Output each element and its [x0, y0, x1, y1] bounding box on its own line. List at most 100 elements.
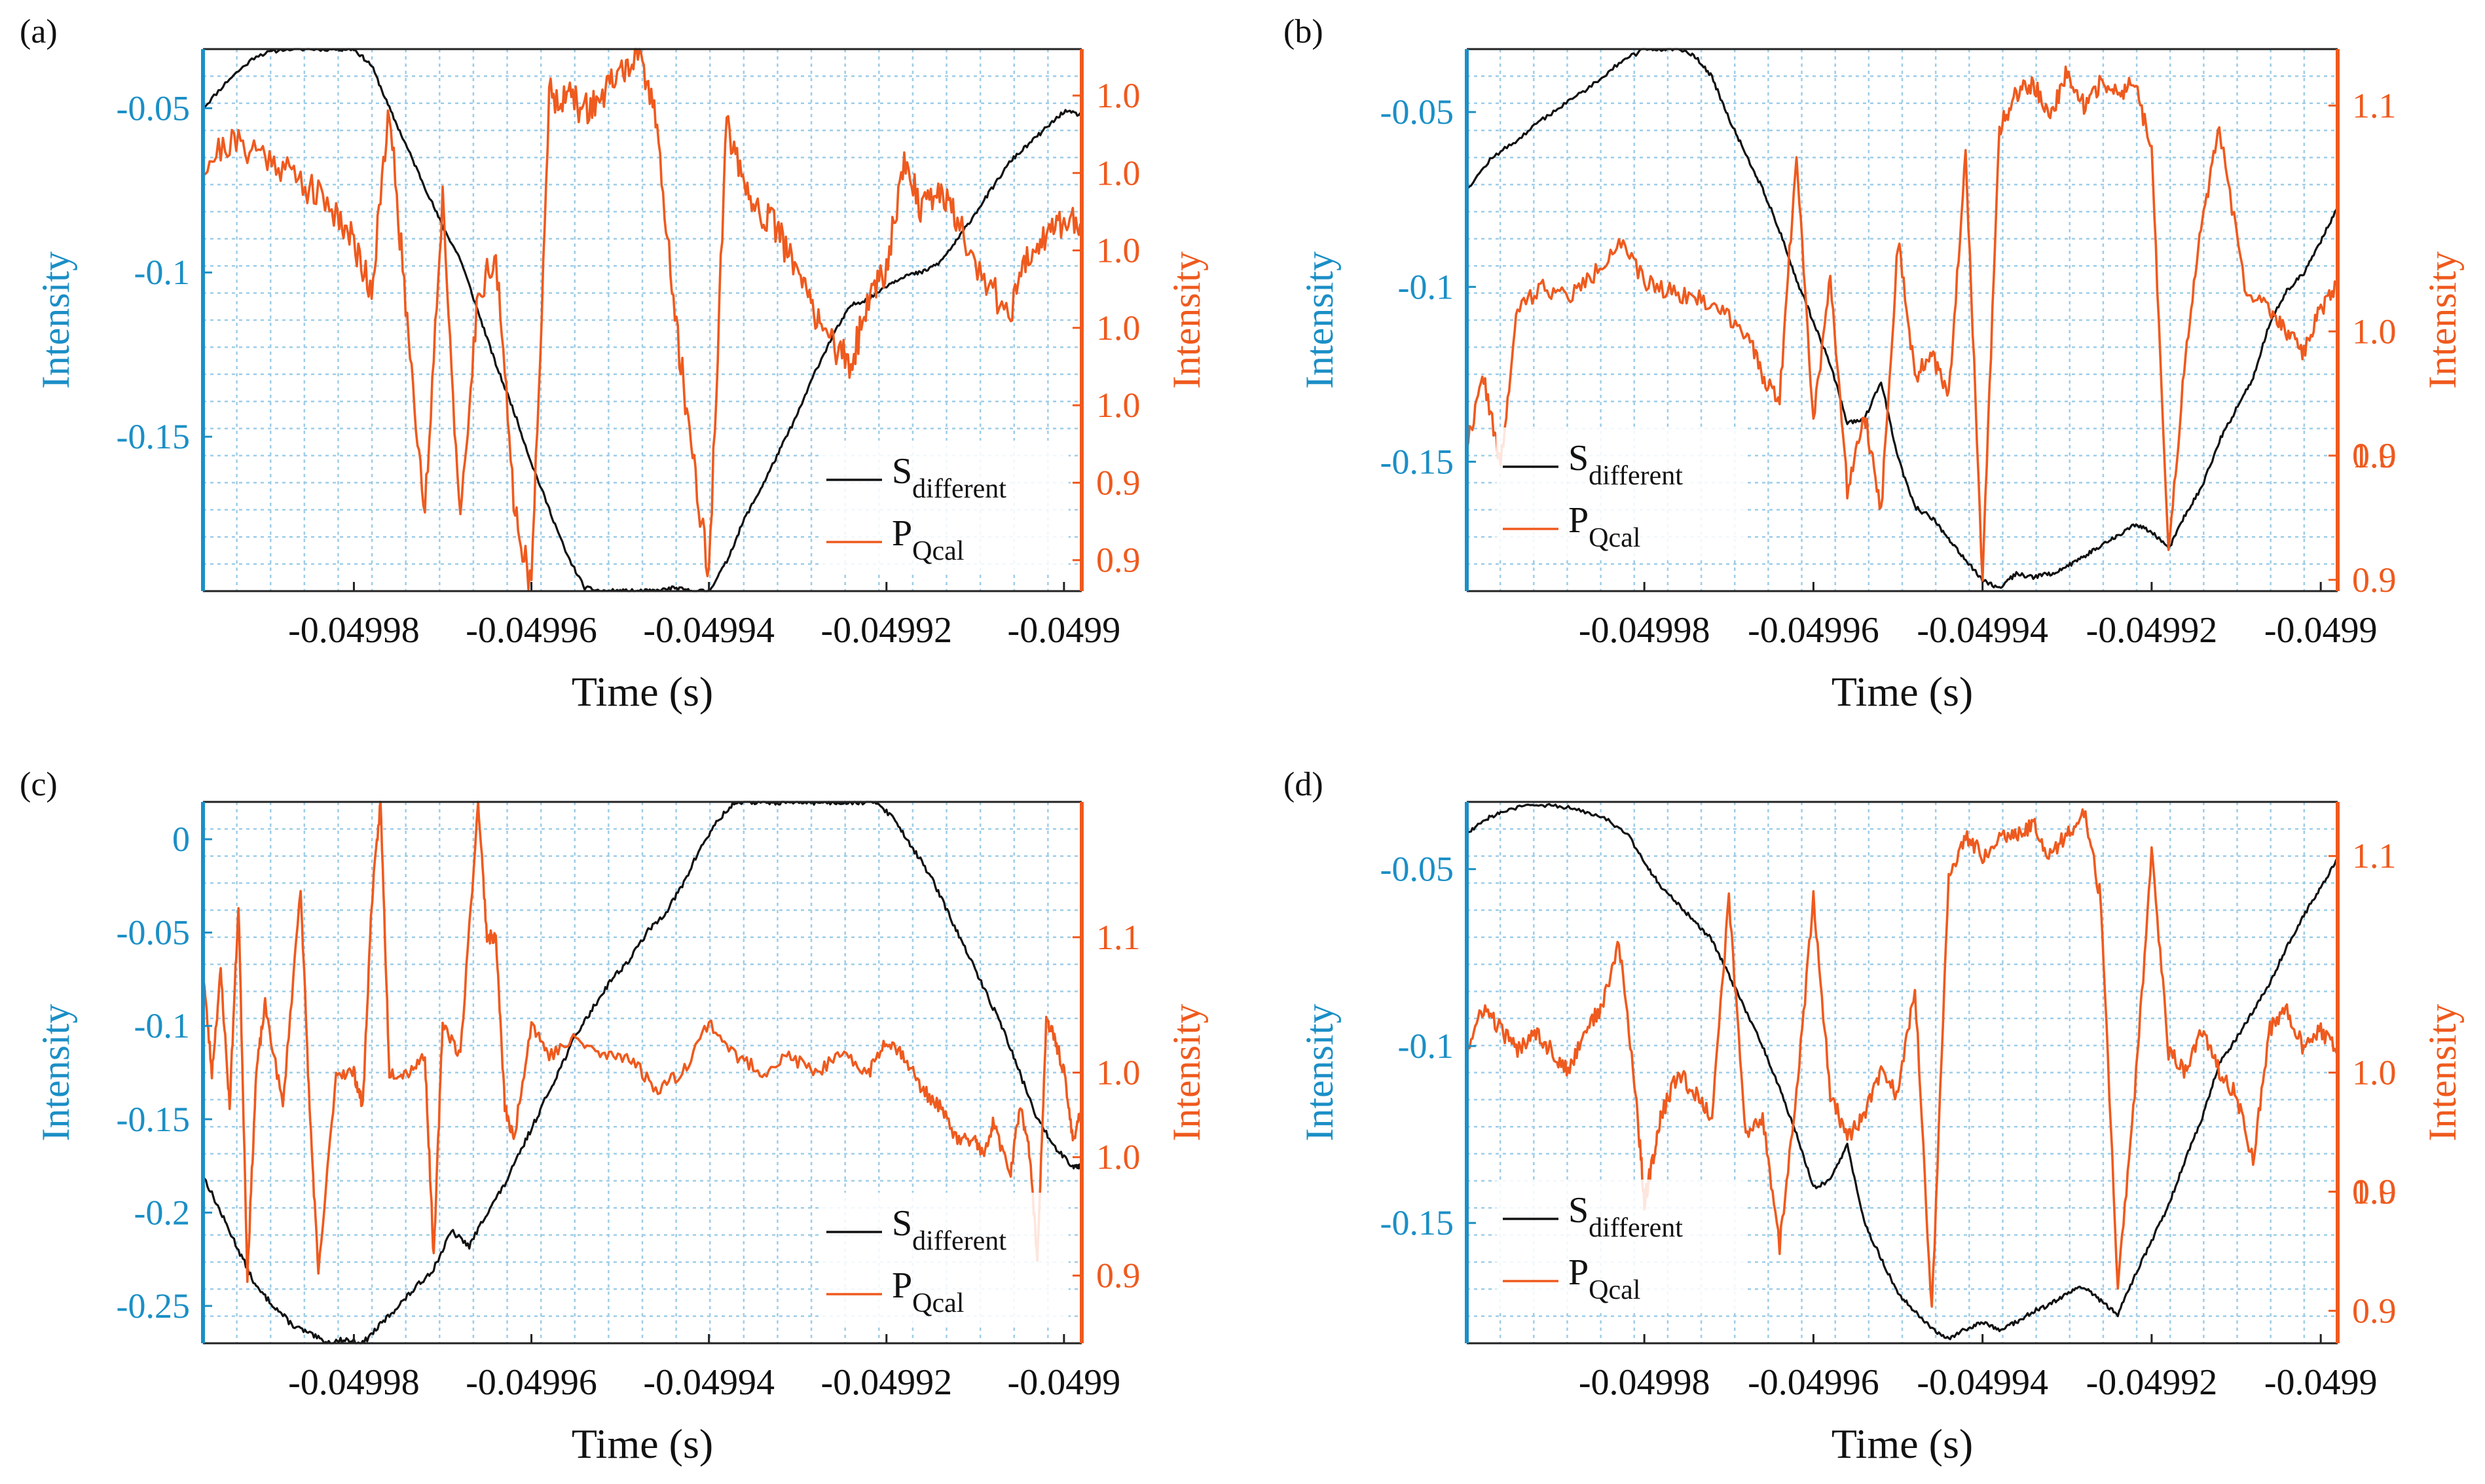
y-axis-label-right: Intensity [2421, 251, 2464, 389]
legend: Sdifferent PQcal [1496, 1180, 1745, 1311]
x-tick-label: -0.04998 [1579, 1362, 1710, 1403]
y-tick-label-left: -0.2 [134, 1193, 190, 1232]
x-tick-label: -0.04994 [643, 1362, 775, 1403]
series-line-p-qcal [202, 48, 1083, 591]
panel-label: (c) [20, 766, 58, 803]
x-tick-label: -0.04992 [2086, 1362, 2218, 1403]
chart-panel-b: (b) -0.04998 -0.04996 -0.04994 -0.04992 -0.04… [1283, 13, 2464, 715]
legend-background [820, 1193, 1069, 1324]
y-tick-label-right: 0.9 [2352, 1291, 2397, 1330]
x-tick-label: -0.04992 [820, 1362, 952, 1403]
y-tick-label-left: -0.25 [117, 1286, 190, 1326]
x-axis-label: Time (s) [572, 668, 713, 715]
x-tick-label: -0.0499 [2264, 1362, 2378, 1403]
y-tick-label-left: 0 [172, 820, 190, 859]
y-tick-label-right: 1.0 [1096, 153, 1141, 192]
y-axis-label-left: Intensity [34, 251, 77, 389]
y-tick-label-right: 1.0 [1096, 1138, 1141, 1177]
y-tick-label-left: -0.05 [1380, 850, 1454, 889]
y-tick-label-right: 1.0 [2352, 312, 2397, 351]
x-tick-label: -0.04996 [466, 1362, 597, 1403]
x-tick-label: -0.04992 [2086, 610, 2218, 651]
y-axis-label-left: Intensity [34, 1004, 77, 1142]
y-tick-label-right: 0.9 [2352, 436, 2397, 475]
y-tick-label-right: 0.9 [2352, 1172, 2397, 1211]
legend-label-p-qcal: PQcal [1568, 500, 1640, 553]
x-tick-label: -0.04992 [820, 610, 952, 651]
y-tick-label-right: 1.0 [2352, 1172, 2397, 1211]
y-tick-label-left: -0.05 [117, 913, 190, 952]
y-tick-label-left: -0.15 [117, 417, 190, 456]
series-line-p-qcal [202, 801, 1083, 1283]
y-tick-label-right: 1.0 [1096, 1053, 1141, 1093]
y-tick-label-left: -0.1 [1398, 267, 1454, 306]
x-tick-label: -0.04998 [288, 1362, 420, 1403]
legend: Sdifferent PQcal [820, 441, 1069, 571]
y-axis-label-right: Intensity [2421, 1004, 2464, 1142]
y-tick-label-right: 0.9 [1096, 463, 1141, 502]
y-tick-label-right: 0.9 [2352, 560, 2397, 600]
y-tick-label-left: -0.15 [1380, 442, 1454, 481]
x-tick-label: -0.04998 [1579, 610, 1710, 651]
y-tick-label-left: -0.05 [117, 88, 190, 128]
y-tick-label-right: 1.0 [2352, 1053, 2397, 1093]
legend-label-s-different: Sdifferent [892, 1203, 1006, 1256]
legend-background [820, 441, 1069, 571]
legend-background [1496, 427, 1745, 558]
y-tick-label-right: 1.0 [1096, 231, 1141, 270]
y-tick-label-right: 1.0 [1096, 308, 1141, 348]
legend-label-p-qcal: PQcal [892, 513, 964, 566]
y-tick-label-right: 1.0 [2352, 436, 2397, 475]
y-tick-label-left: -0.1 [134, 253, 190, 292]
x-tick-label: -0.04994 [1917, 610, 2048, 651]
legend-background [1496, 1180, 1745, 1311]
x-tick-label: -0.0499 [2264, 610, 2378, 651]
legend-label-p-qcal: PQcal [1568, 1252, 1640, 1305]
panel-label: (a) [20, 13, 58, 50]
x-tick-label: -0.0499 [1008, 610, 1121, 651]
x-tick-label: -0.04996 [1748, 1362, 1879, 1403]
x-axis-label: Time (s) [572, 1421, 713, 1467]
chart-panel-c: (c) -0.04998 -0.04996 -0.04994 -0.04992 -0.04… [20, 766, 1208, 1467]
legend-label-s-different: Sdifferent [892, 451, 1006, 504]
series-line-s-different [202, 48, 1083, 592]
x-tick-label: -0.04998 [288, 610, 420, 651]
y-tick-label-left: -0.1 [134, 1006, 190, 1045]
y-tick-label-left: -0.1 [1398, 1026, 1454, 1066]
legend-label-s-different: Sdifferent [1568, 438, 1683, 491]
panel-label: (b) [1283, 13, 1323, 50]
legend-label-p-qcal: PQcal [892, 1265, 964, 1318]
x-tick-label: -0.04996 [466, 610, 597, 651]
x-tick-label: -0.0499 [1008, 1362, 1121, 1403]
legend: Sdifferent PQcal [1496, 427, 1745, 558]
series-line-p-qcal [1465, 808, 2339, 1308]
y-tick-label-left: -0.15 [1380, 1203, 1454, 1242]
y-tick-label-right: 1.0 [1096, 76, 1141, 115]
x-tick-label: -0.04994 [1917, 1362, 2048, 1403]
series-line-s-different [1465, 803, 2339, 1341]
series-line-s-different [1465, 48, 2339, 589]
x-tick-label: -0.04996 [1748, 610, 1879, 651]
legend: Sdifferent PQcal [820, 1193, 1069, 1324]
y-tick-label-right: 1.0 [1096, 386, 1141, 425]
x-axis-label: Time (s) [1832, 1421, 1973, 1467]
panel-label: (d) [1283, 766, 1323, 803]
series-line-p-qcal [1465, 65, 2339, 582]
grid [203, 49, 1082, 591]
y-tick-label-right: 1.1 [2352, 86, 2397, 125]
y-tick-label-right: 1.1 [2352, 837, 2397, 876]
chart-panel-d: (d) -0.04998 -0.04996 -0.04994 -0.04992 -0.04… [1283, 766, 2464, 1467]
y-tick-label-right: 1.1 [1096, 918, 1141, 957]
y-tick-label-right: 0.9 [1096, 541, 1141, 580]
y-tick-label-left: -0.05 [1380, 92, 1454, 132]
y-axis-label-left: Intensity [1298, 251, 1341, 389]
y-axis-label-right: Intensity [1165, 1004, 1208, 1142]
x-axis-label: Time (s) [1832, 668, 1973, 715]
x-tick-label: -0.04994 [643, 610, 775, 651]
chart-panel-a: (a) -0.04998 -0.04996 -0.04994 -0.04992 -0.04… [20, 13, 1208, 715]
y-axis-label-right: Intensity [1165, 251, 1208, 389]
series-line-s-different [202, 801, 1083, 1345]
y-tick-label-left: -0.15 [117, 1100, 190, 1139]
y-tick-label-right: 0.9 [1096, 1256, 1141, 1295]
